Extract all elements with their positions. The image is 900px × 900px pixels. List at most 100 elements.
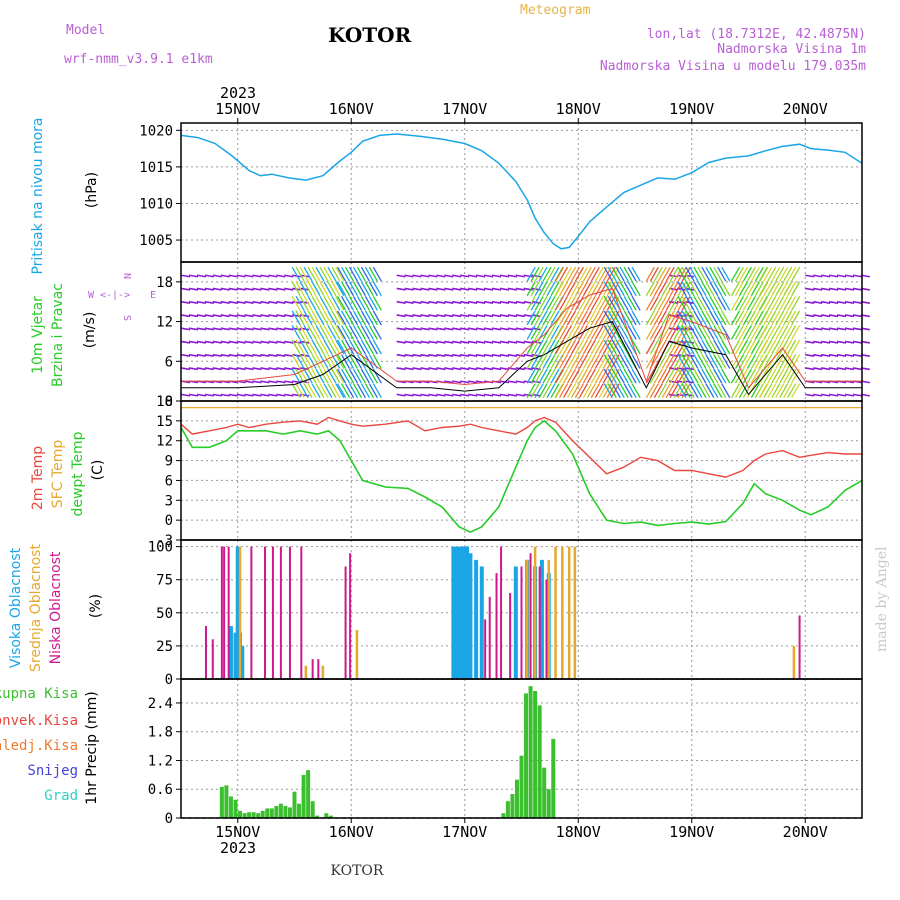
wind-barb-strong bbox=[542, 368, 552, 384]
wind-barb-strong bbox=[319, 266, 329, 282]
wind-barb-strong bbox=[590, 325, 600, 340]
wind-barb-strong bbox=[319, 354, 329, 369]
wind-barb-strong bbox=[717, 281, 727, 297]
wind-barb-strong bbox=[530, 310, 540, 326]
precip-bar bbox=[287, 807, 292, 818]
wind-barb-calm bbox=[852, 314, 863, 318]
wind-barb-strong bbox=[673, 383, 683, 399]
wind-barb-calm bbox=[292, 393, 302, 397]
wind-barb-calm bbox=[852, 327, 863, 331]
wind-barb-strong bbox=[787, 295, 797, 311]
wind-barb-strong bbox=[303, 383, 313, 399]
year-bottom: 2023 bbox=[220, 839, 256, 857]
wind-barb-strong bbox=[657, 383, 667, 399]
wind-unit: (m/s) bbox=[82, 312, 98, 349]
wind-barb-strong bbox=[649, 266, 659, 282]
precip-bar bbox=[301, 774, 306, 818]
wind-barb-strong bbox=[570, 383, 581, 399]
wind-barb-strong bbox=[303, 281, 313, 297]
wind-barb-strong bbox=[709, 368, 719, 384]
wind-barb-calm bbox=[491, 393, 502, 397]
wind-barb-calm bbox=[531, 274, 541, 278]
wind-barb-calm bbox=[284, 327, 294, 331]
wind-barb-strong bbox=[352, 295, 363, 311]
wind-barb-calm bbox=[483, 393, 494, 397]
wind-barb-calm bbox=[436, 327, 446, 331]
wind-barb-strong bbox=[607, 325, 617, 340]
wind-barb-calm bbox=[468, 367, 478, 371]
wind-barb-calm bbox=[531, 367, 541, 371]
wind-barb-calm bbox=[460, 300, 470, 305]
wind-barb-strong bbox=[331, 266, 341, 282]
wind-barb-strong bbox=[775, 339, 785, 355]
wind-barb-strong bbox=[340, 266, 351, 282]
wind-barb-strong bbox=[713, 281, 723, 297]
wind-barb-strong bbox=[315, 295, 325, 311]
wind-barb-strong bbox=[685, 354, 695, 369]
wind-barb-strong bbox=[701, 325, 711, 340]
wind-barb-strong bbox=[526, 266, 536, 282]
wind-barb-strong bbox=[759, 325, 769, 340]
wind-barb-calm bbox=[292, 367, 302, 371]
temp-unit: (C) bbox=[90, 460, 106, 481]
cloud-bar bbox=[500, 546, 503, 679]
wind-barb-strong bbox=[681, 368, 691, 384]
wind-barb-strong bbox=[689, 295, 699, 311]
wind-barb-calm bbox=[228, 287, 238, 291]
wind-barb-calm bbox=[404, 314, 414, 318]
wind-barb-calm bbox=[452, 367, 462, 371]
wind-barb-strong bbox=[558, 368, 569, 384]
wind-barb-calm bbox=[475, 367, 486, 371]
wind-barb-strong bbox=[693, 325, 703, 340]
wind-barb-strong bbox=[759, 383, 769, 399]
wind-barb-strong bbox=[717, 266, 727, 282]
wind-barb-calm bbox=[236, 367, 246, 371]
wind-barb-strong bbox=[754, 295, 764, 311]
wind-barb-strong bbox=[754, 354, 764, 369]
wind-barb-strong bbox=[570, 281, 581, 297]
wind-barb-strong bbox=[693, 354, 703, 369]
wind-barb-strong bbox=[315, 383, 325, 399]
wind-barb-strong bbox=[574, 368, 584, 384]
wind-barb-strong bbox=[717, 295, 727, 311]
wind-barb-calm bbox=[821, 274, 831, 278]
wind-barb-strong bbox=[775, 368, 785, 384]
top-date-label: 20NOV bbox=[783, 100, 828, 118]
wind-barb-strong bbox=[619, 339, 629, 355]
wind-barb-strong bbox=[693, 295, 703, 311]
wind-barb-strong bbox=[607, 295, 617, 311]
wind-barb-calm bbox=[196, 327, 207, 331]
wind-barb-strong bbox=[779, 339, 789, 355]
wind-barb-strong bbox=[657, 266, 667, 282]
wind-barb-calm bbox=[491, 314, 502, 318]
y-tick-label: 18 bbox=[156, 275, 173, 291]
wind-barb-strong bbox=[323, 368, 333, 384]
wind-barb-calm bbox=[836, 327, 847, 331]
wind-barb-strong bbox=[311, 295, 321, 311]
cloud-bar bbox=[488, 596, 491, 679]
wind-barb-strong bbox=[669, 295, 679, 311]
wind-barb-calm bbox=[844, 327, 855, 331]
wind-barb-calm bbox=[300, 367, 310, 371]
wind-barb-strong bbox=[713, 266, 723, 282]
wind-barb-strong bbox=[677, 281, 687, 297]
model-name: wrf-nmm_v3.9.1 e1km bbox=[64, 52, 213, 67]
wind-barb-calm bbox=[244, 393, 254, 397]
cloud-bar bbox=[300, 546, 303, 679]
wind-barb-strong bbox=[578, 281, 588, 297]
wind-barb-strong bbox=[685, 325, 695, 340]
cloud-bar bbox=[513, 566, 518, 679]
wind-barb-calm bbox=[252, 300, 262, 305]
wind-barb-strong bbox=[742, 325, 752, 340]
wind-barb-strong bbox=[315, 368, 325, 384]
wind-barb-strong bbox=[295, 310, 305, 326]
wind-barb-strong bbox=[530, 281, 540, 297]
cloud-bar bbox=[349, 553, 352, 679]
wind-barb-strong bbox=[779, 368, 789, 384]
wind-barb-strong bbox=[566, 354, 577, 369]
wind-barb-strong bbox=[689, 281, 699, 297]
wind-barb-strong bbox=[779, 266, 789, 282]
wind-barb-strong bbox=[738, 310, 748, 326]
wind-barb-calm bbox=[268, 367, 278, 371]
wind-barb-strong bbox=[771, 383, 781, 399]
